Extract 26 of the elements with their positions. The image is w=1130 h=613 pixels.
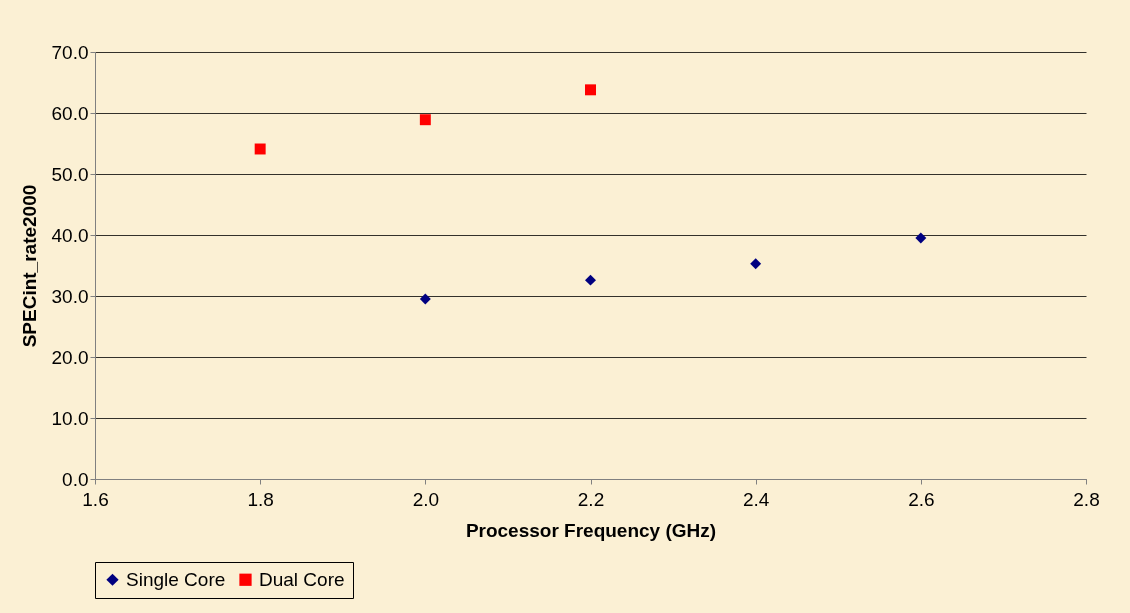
point bbox=[254, 143, 266, 155]
y-tick-label: 70.0 bbox=[51, 41, 89, 63]
x-tick-label: 2.8 bbox=[1073, 488, 1100, 510]
point bbox=[915, 232, 927, 244]
x-tick-label: 2.4 bbox=[742, 488, 770, 510]
point bbox=[419, 293, 431, 305]
x-tick-label: 2.6 bbox=[908, 488, 935, 510]
legend-label: Single Core bbox=[126, 568, 226, 590]
x-tick-label: 1.8 bbox=[247, 488, 274, 510]
x-axis-title: Processor Frequency (GHz) bbox=[465, 519, 717, 541]
point bbox=[585, 274, 596, 286]
y-tick-label: 10.0 bbox=[51, 407, 89, 429]
y-tick-label: 50.0 bbox=[51, 163, 89, 185]
point bbox=[585, 84, 596, 96]
y-tick-label: 30.0 bbox=[51, 285, 89, 307]
y-tick-label: 0.0 bbox=[62, 468, 89, 490]
y-tick-label: 60.0 bbox=[51, 102, 89, 124]
x-tick-label: 1.6 bbox=[82, 488, 109, 510]
point bbox=[419, 114, 431, 126]
point bbox=[750, 258, 762, 270]
y-tick-label: 20.0 bbox=[51, 346, 89, 368]
legend-label: Dual Core bbox=[259, 568, 345, 590]
y-tick-label: 40.0 bbox=[51, 224, 89, 246]
x-tick-label: 2.2 bbox=[577, 488, 605, 510]
x-tick-label: 2.0 bbox=[412, 488, 440, 510]
y-axis-title: SPECint_rate2000 bbox=[18, 184, 40, 348]
